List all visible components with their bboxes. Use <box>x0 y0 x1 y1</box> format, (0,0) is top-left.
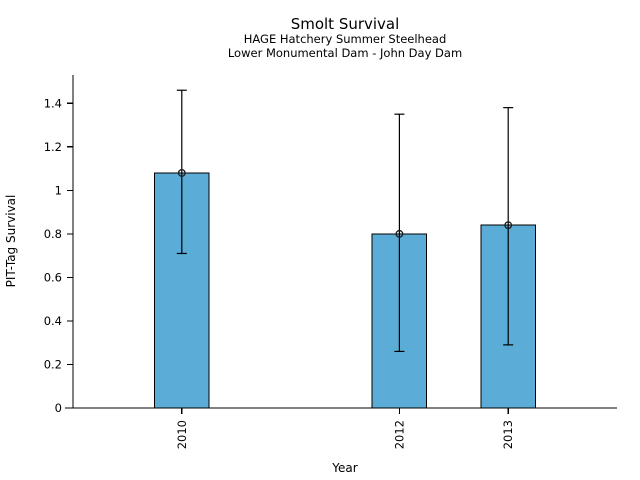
x-tick-label: 2010 <box>175 420 189 449</box>
x-tick-label: 2012 <box>392 420 406 449</box>
y-tick-label: 0.8 <box>44 227 62 241</box>
y-tick-label: 0.2 <box>44 357 62 371</box>
chart-subtitle-line1: HAGE Hatchery Summer Steelhead <box>244 32 447 46</box>
x-axis-label: Year <box>331 461 357 475</box>
point-marker-2012 <box>395 229 404 238</box>
y-tick-label: 1 <box>55 183 62 197</box>
y-tick-label: 0 <box>55 401 62 415</box>
y-axis-label: PIT-Tag Survival <box>4 195 18 288</box>
point-marker-2010 <box>177 168 186 177</box>
x-tick-label: 2013 <box>501 420 515 449</box>
point-marker-2013 <box>504 221 513 230</box>
chart-subtitle-line2: Lower Monumental Dam - John Day Dam <box>228 46 462 60</box>
y-tick-label: 0.6 <box>44 270 62 284</box>
y-tick-label: 1.4 <box>44 96 62 110</box>
chart-title: Smolt Survival <box>291 15 400 33</box>
plot-area: 0 0.2 0.4 0.6 0.8 1 1.2 1.4 2010 2012 2013 <box>44 75 617 449</box>
y-tick-label: 0.4 <box>44 314 62 328</box>
y-tick-label: 1.2 <box>44 140 62 154</box>
